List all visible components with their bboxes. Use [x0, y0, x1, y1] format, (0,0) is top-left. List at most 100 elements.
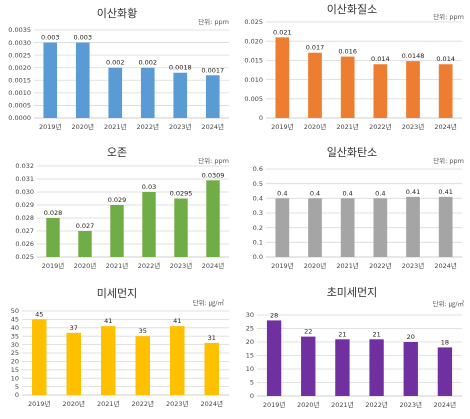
y-tick-label: 0.026: [15, 240, 34, 248]
data-label: 0.021: [273, 28, 292, 36]
data-label: 31: [208, 334, 216, 342]
bar-2024년: [204, 342, 219, 395]
bar-2023년: [406, 196, 420, 257]
y-tick-label: 0.0005: [8, 102, 31, 110]
bar-2023년: [403, 342, 418, 396]
x-tick-label: 2023년: [399, 400, 422, 409]
unit-label: 단위: ㎍/㎥: [433, 299, 465, 309]
bar-2020년: [308, 198, 322, 257]
data-label: 0.014: [436, 55, 455, 63]
data-label: 0.0148: [402, 52, 425, 60]
chart-title: 초미세먼지: [327, 286, 378, 299]
y-tick-label: 50: [11, 307, 19, 315]
x-tick-label: 2022년: [136, 122, 159, 131]
chart-panel-pm10: 미세먼지 단위: ㎍/㎥ 0 5 10 15 20 25 30 35 40 45 50 45 2019년 37…: [0, 278, 235, 417]
x-tick-label: 2020년: [304, 261, 327, 270]
unit-label: 단위: ppm: [198, 156, 229, 165]
y-tick-label: 20: [246, 338, 254, 346]
unit-label: 단위: ㎍/㎥: [193, 298, 225, 308]
bar-2021년: [335, 339, 350, 396]
x-tick-label: 2020년: [62, 399, 85, 408]
data-label: 21: [338, 330, 346, 338]
y-tick-label: 0.0020: [8, 64, 31, 72]
y-tick-label: 0.010: [244, 76, 263, 84]
bar-2024년: [438, 64, 453, 118]
x-tick-label: 2020년: [74, 261, 97, 270]
data-label: 28: [270, 311, 278, 319]
y-tick-label: 40: [11, 324, 19, 332]
x-tick-label: 2022년: [131, 399, 154, 408]
data-label: 0.41: [406, 188, 420, 196]
x-tick-label: 2019년: [42, 261, 65, 270]
data-label: 0.0309: [202, 171, 225, 179]
data-label: 0.0018: [169, 64, 192, 72]
y-tick-label: 0.5: [253, 180, 263, 188]
y-tick-label: 0.025: [244, 18, 263, 26]
bar-2019년: [275, 198, 290, 257]
chart-title: 미세먼지: [97, 287, 137, 300]
x-tick-label: 2019년: [39, 122, 62, 131]
y-tick-label: 0.0030: [8, 39, 31, 47]
data-label: 18: [441, 338, 449, 346]
x-tick-label: 2022년: [365, 400, 388, 409]
y-tick-label: 0: [250, 392, 254, 400]
y-tick-label: 0.020: [244, 37, 263, 45]
bar-2021년: [110, 205, 124, 257]
y-tick-label: 0.0: [253, 253, 263, 261]
bar-2022년: [140, 67, 155, 118]
bar-2022년: [142, 192, 156, 257]
bar-2021년: [108, 67, 123, 118]
y-tick-label: 25: [246, 325, 254, 333]
x-tick-label: 2023년: [402, 261, 425, 270]
x-tick-label: 2019년: [271, 261, 294, 270]
bar-2020년: [66, 332, 81, 395]
y-tick-label: 0.0000: [8, 114, 31, 122]
data-label: 0.003: [41, 34, 60, 42]
data-label: 22: [304, 328, 312, 336]
data-label: 0.0017: [201, 66, 224, 74]
x-tick-label: 2019년: [28, 399, 51, 408]
data-label: 0.017: [306, 44, 325, 52]
y-tick-label: 0.0010: [8, 89, 31, 97]
bar-2020년: [75, 42, 90, 119]
bar-2022년: [373, 64, 388, 118]
y-tick-label: 0: [15, 391, 19, 399]
data-label: 37: [70, 324, 78, 332]
data-label: 0.4: [375, 189, 385, 197]
y-tick-label: 0.025: [15, 253, 34, 261]
y-tick-label: 0.028: [15, 214, 34, 222]
bar-2024년: [205, 75, 220, 118]
x-tick-label: 2021년: [97, 399, 120, 408]
y-tick-label: 0.1: [253, 239, 263, 247]
x-tick-label: 2023년: [169, 122, 192, 131]
data-label: 45: [35, 310, 43, 318]
data-label: 41: [173, 317, 181, 325]
y-tick-label: 0.030: [15, 188, 34, 196]
data-label: 0.029: [108, 196, 127, 204]
unit-label: 단위: ppm: [198, 17, 229, 26]
chart-title: 이산화황: [97, 7, 137, 20]
x-tick-label: 2020년: [297, 400, 320, 409]
y-tick-label: 0.3: [253, 209, 263, 217]
x-tick-label: 2023년: [166, 399, 189, 408]
y-tick-label: 0.005: [244, 95, 263, 103]
chart-panel-ozone: 오존 단위: ppm 0.025 0.026 0.027 0.028 0.029 0.030 0…: [0, 139, 235, 278]
y-tick-label: 15: [246, 352, 254, 360]
y-tick-label: 0.4: [253, 195, 263, 203]
bar-2024년: [437, 347, 453, 396]
bar-2024년: [206, 180, 220, 257]
data-label: 0.0295: [170, 190, 193, 198]
data-label: 41: [104, 317, 112, 325]
x-tick-label: 2024년: [202, 261, 225, 270]
x-tick-label: 2024년: [434, 122, 457, 131]
x-tick-label: 2021년: [336, 261, 359, 270]
data-label: 0.002: [106, 59, 125, 67]
x-tick-label: 2019년: [271, 122, 294, 131]
data-label: 35: [139, 327, 147, 335]
bar-2021년: [101, 326, 116, 395]
y-tick-label: 45: [11, 316, 19, 324]
bar-2022년: [135, 336, 150, 395]
bar-2022년: [369, 339, 384, 396]
